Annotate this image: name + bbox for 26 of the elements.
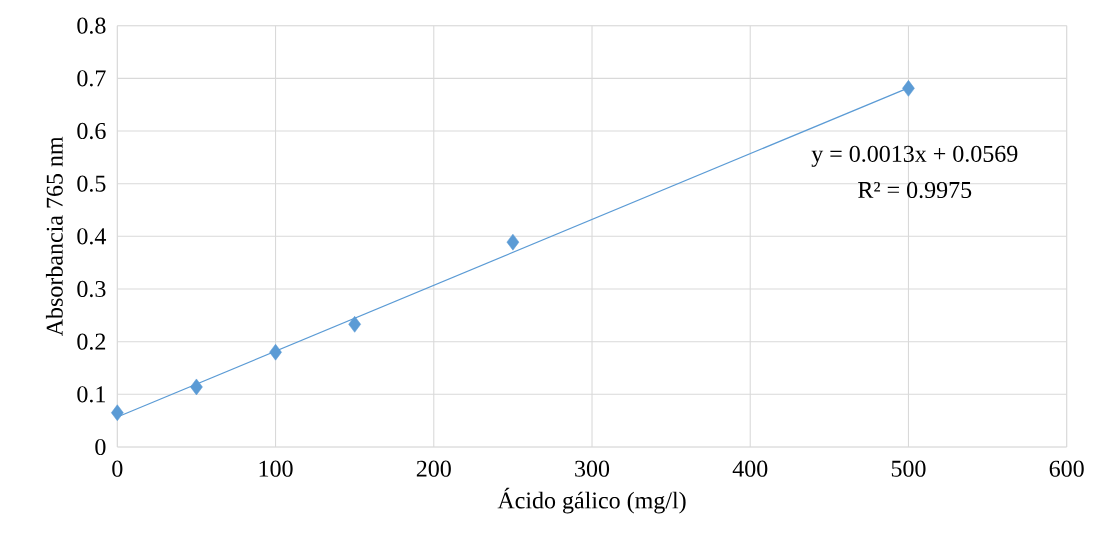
x-tick-label: 300	[575, 460, 610, 477]
x-tick-label: 600	[1049, 460, 1084, 477]
x-tick-label: 200	[416, 460, 451, 477]
point	[269, 343, 282, 361]
x-tick-label: 0	[112, 460, 123, 477]
y-axis-title: Absorbancia 765 nm	[45, 136, 63, 337]
y-tick-label: 0.7	[77, 70, 106, 87]
y-tick-label: 0.1	[77, 386, 105, 403]
x-tick-label: 500	[891, 460, 926, 477]
y-tick-label: 0.8	[77, 17, 106, 34]
y-tick-label: 0.5	[77, 175, 106, 192]
x-axis-title: Ácido gálico (mg/l)	[497, 487, 686, 514]
y-tick-label: 0	[95, 438, 106, 456]
y-tick-label: 0.6	[77, 122, 106, 140]
y-tick-label: 0.4	[77, 228, 107, 245]
point	[506, 233, 520, 251]
annotation: R² = 0.9975	[858, 181, 972, 199]
x-tick-label: 100	[259, 460, 293, 477]
x-tick-label: 400	[732, 460, 768, 477]
annotation: y = 0.0013x + 0.0569	[811, 145, 1018, 167]
point	[111, 404, 124, 422]
y-tick-label: 0.2	[77, 333, 106, 350]
point	[902, 80, 915, 97]
point	[348, 316, 361, 333]
point	[190, 378, 203, 396]
y-tick-label: 0.3	[77, 280, 106, 298]
